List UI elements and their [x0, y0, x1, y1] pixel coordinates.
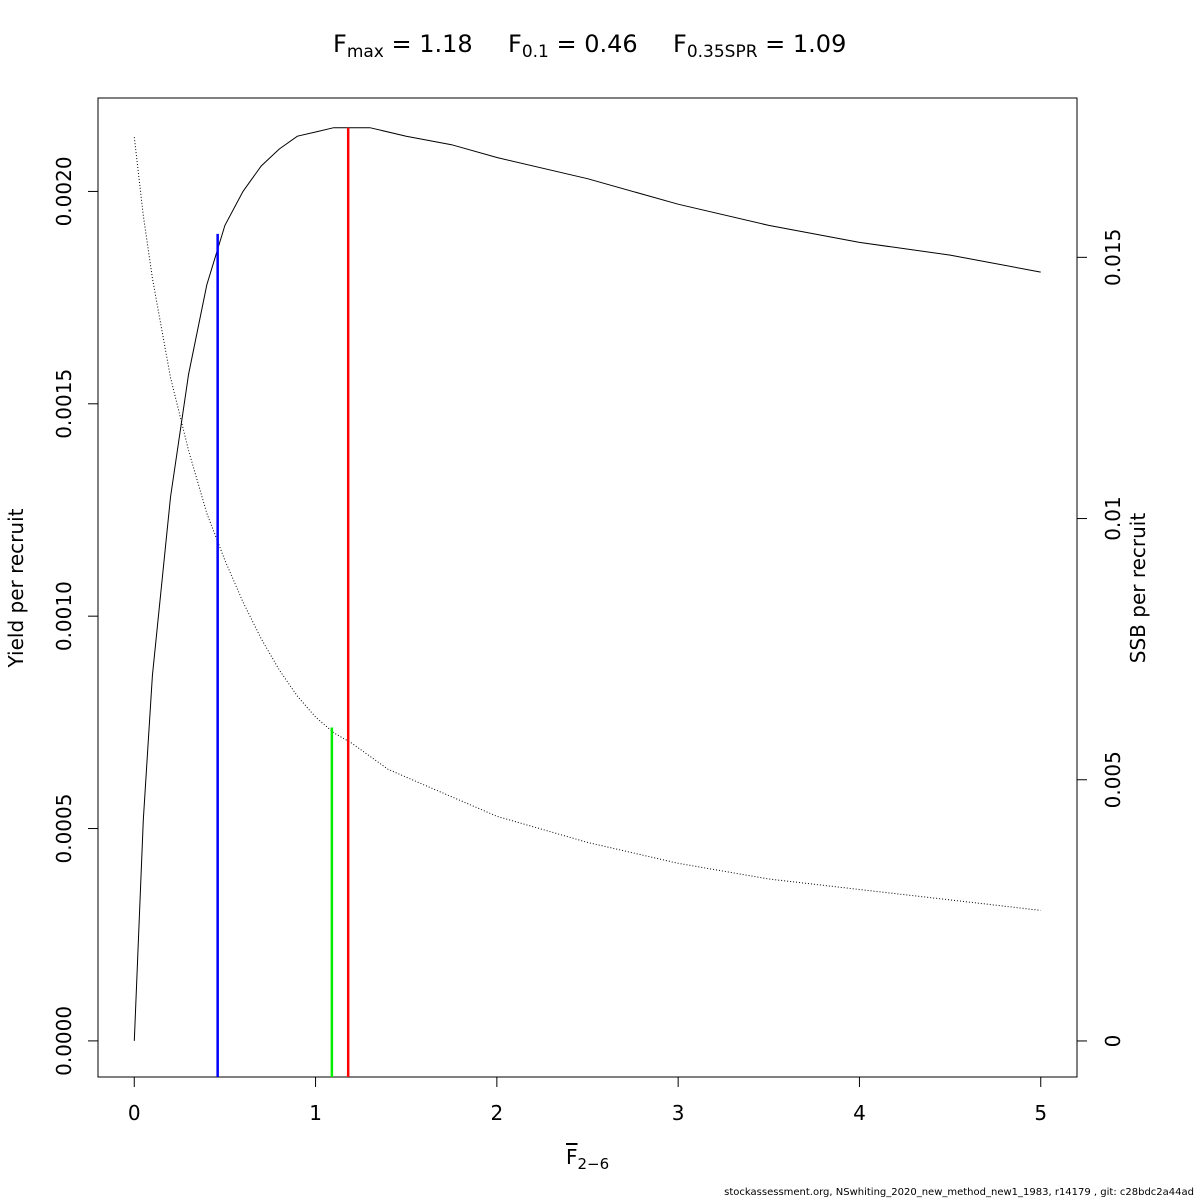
x-tick-label: 2 — [490, 1101, 503, 1125]
title-fspr: F0.35SPR = 1.09 — [673, 30, 847, 62]
title-fmax: Fmax = 1.18 — [333, 30, 473, 62]
y-left-tick-label: 0.0015 — [52, 369, 76, 439]
y-right-tick-label: 0 — [1101, 1035, 1125, 1048]
y-left-tick-label: 0.0000 — [52, 1006, 76, 1076]
x-tick-label: 0 — [128, 1101, 141, 1125]
yield-per-recruit-curve — [133, 127, 1041, 1041]
x-tick-label: 4 — [853, 1101, 866, 1125]
x-tick-label: 1 — [309, 1101, 322, 1125]
y-right-tick-label: 0.015 — [1101, 229, 1125, 286]
y-right-tick-label: 0.01 — [1101, 496, 1125, 541]
x-tick-label: 5 — [1034, 1101, 1047, 1125]
x-axis-title: F2−6 — [566, 1145, 610, 1173]
ssb-per-recruit-curve — [133, 137, 1041, 911]
x-tick-label: 3 — [672, 1101, 685, 1125]
y-right-tick-label: 0.005 — [1101, 751, 1125, 808]
y-axis-left-title: Yield per recruit — [4, 508, 28, 668]
title-f01: F0.1 = 0.46 — [508, 30, 638, 62]
y-left-tick-label: 0.0005 — [52, 794, 76, 864]
y-left-tick-label: 0.0020 — [52, 156, 76, 226]
plot-frame — [97, 97, 1078, 1078]
y-left-tick-label: 0.0010 — [52, 581, 76, 651]
footer-source: stockassessment.org, NSwhiting_2020_new_… — [724, 1187, 1194, 1198]
y-axis-right-title: SSB per recruit — [1126, 512, 1150, 664]
